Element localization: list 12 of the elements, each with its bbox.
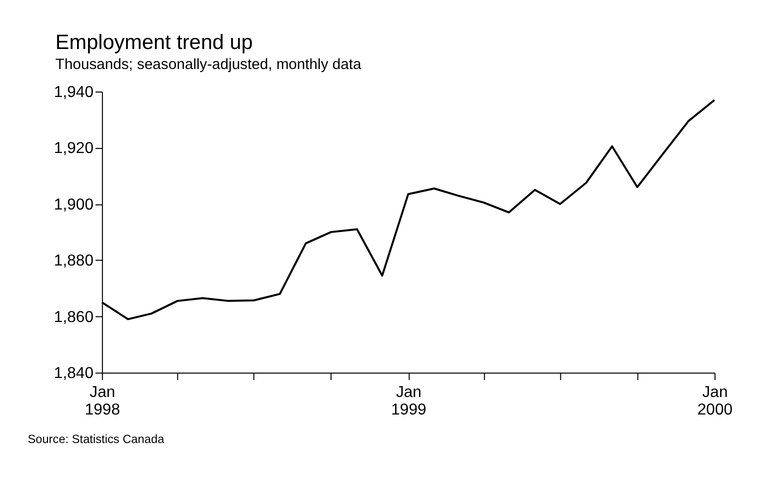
y-tick-label: 1,920: [54, 140, 94, 158]
y-tick-label: 1,860: [54, 308, 94, 326]
y-tick-label: 1,840: [54, 365, 94, 382]
x-tick-label: Jan 1998: [84, 384, 120, 419]
source-note: Source: Statistics Canada: [28, 432, 165, 446]
y-tick-label: 1,940: [54, 84, 94, 101]
x-tick-label: Jan 1999: [391, 384, 427, 419]
chart-title: Employment trend up: [55, 30, 253, 54]
x-tick-label: Jan 2000: [697, 384, 733, 419]
y-tick-label: 1,880: [54, 252, 94, 270]
chart-subtitle: Thousands; seasonally-adjusted, monthly data: [55, 56, 362, 73]
y-tick-label: 1,900: [54, 196, 94, 214]
